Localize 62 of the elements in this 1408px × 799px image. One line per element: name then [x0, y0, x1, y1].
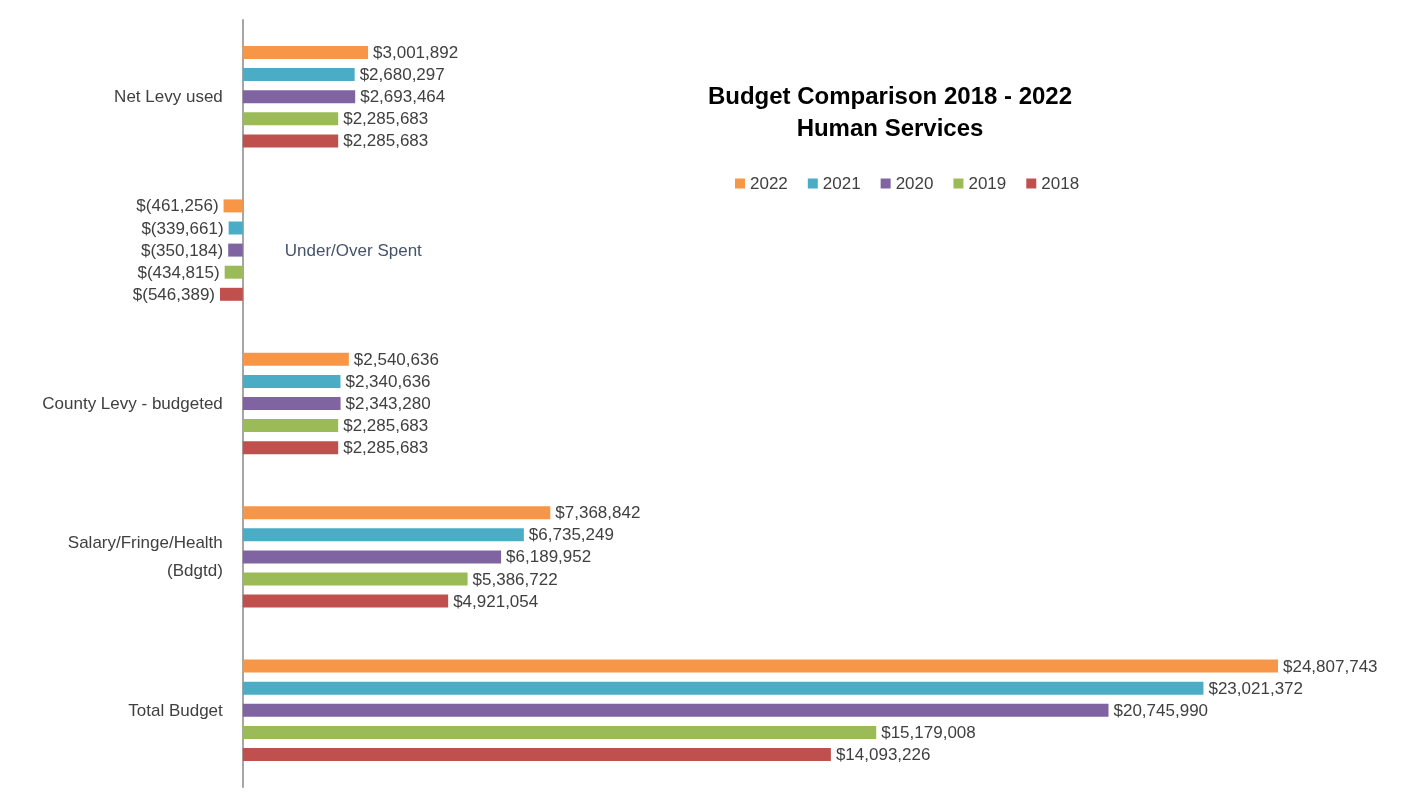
y-tick-label: Salary/Fringe/Health (Bdgtd)	[67, 533, 223, 581]
y-tick-label: Under/Over Spent	[284, 240, 423, 260]
data-label: $(434,815)	[137, 262, 220, 282]
data-label: $6,735,249	[528, 525, 614, 545]
data-label: $15,179,008	[881, 722, 976, 742]
bar	[242, 594, 449, 608]
bar	[224, 265, 243, 279]
data-label: $2,340,636	[345, 371, 431, 391]
data-label: $5,386,722	[472, 569, 558, 589]
data-label: $6,189,952	[506, 547, 592, 567]
data-label: $2,540,636	[353, 349, 439, 369]
bar	[228, 243, 243, 257]
bar	[242, 748, 831, 761]
legend-label: 2019	[968, 174, 1007, 193]
bar	[242, 397, 341, 410]
data-label: $2,680,297	[359, 65, 445, 85]
y-tick-label: County Levy - budgeted	[42, 394, 223, 413]
bar	[242, 528, 524, 542]
bar	[242, 506, 551, 520]
bar	[220, 287, 243, 301]
legend-label: 2020	[895, 174, 934, 193]
bar	[242, 725, 877, 739]
y-tick-label: Total Budget	[128, 700, 224, 720]
text: Budget Comparison 2018 - 2022	[707, 81, 1073, 109]
data-label: $7,368,842	[555, 503, 641, 523]
bar	[242, 68, 355, 82]
bar	[242, 441, 339, 455]
legend-label: 2018	[1041, 174, 1080, 193]
data-label: $2,693,464	[360, 87, 446, 107]
bar	[242, 550, 502, 564]
text: Human Services	[796, 113, 984, 141]
data-label: $(546,389)	[132, 284, 215, 304]
data-label: $14,093,226	[835, 745, 931, 764]
bar	[242, 572, 468, 586]
data-label: $24,807,743	[1283, 656, 1378, 676]
bar	[242, 134, 339, 148]
data-label: $4,921,054	[453, 591, 539, 611]
legend-label: 2021	[822, 174, 861, 193]
y-tick-label: Net Levy used	[114, 87, 223, 107]
bar	[242, 352, 349, 366]
bar	[228, 221, 243, 235]
data-label: $2,343,280	[345, 394, 431, 413]
bar	[242, 681, 1204, 695]
data-label: $3,001,892	[373, 43, 459, 62]
bar	[242, 90, 356, 104]
data-label: $2,285,683	[343, 438, 429, 458]
data-label: $(339,661)	[141, 218, 224, 238]
bar	[242, 46, 369, 59]
data-label: $23,021,372	[1208, 678, 1303, 698]
data-label: $20,745,990	[1113, 700, 1209, 720]
bar	[223, 199, 243, 213]
data-label: $(461,256)	[136, 196, 219, 216]
data-label: $2,285,683	[343, 131, 429, 151]
bar	[242, 374, 341, 388]
bar	[242, 419, 339, 433]
data-label: $2,285,683	[343, 416, 429, 436]
legend-label: 2022	[750, 174, 788, 193]
bar	[242, 659, 1278, 673]
data-label: $2,285,683	[343, 109, 429, 129]
bar	[242, 112, 339, 126]
bar	[242, 703, 1109, 717]
data-label: $(350,184)	[140, 240, 224, 260]
